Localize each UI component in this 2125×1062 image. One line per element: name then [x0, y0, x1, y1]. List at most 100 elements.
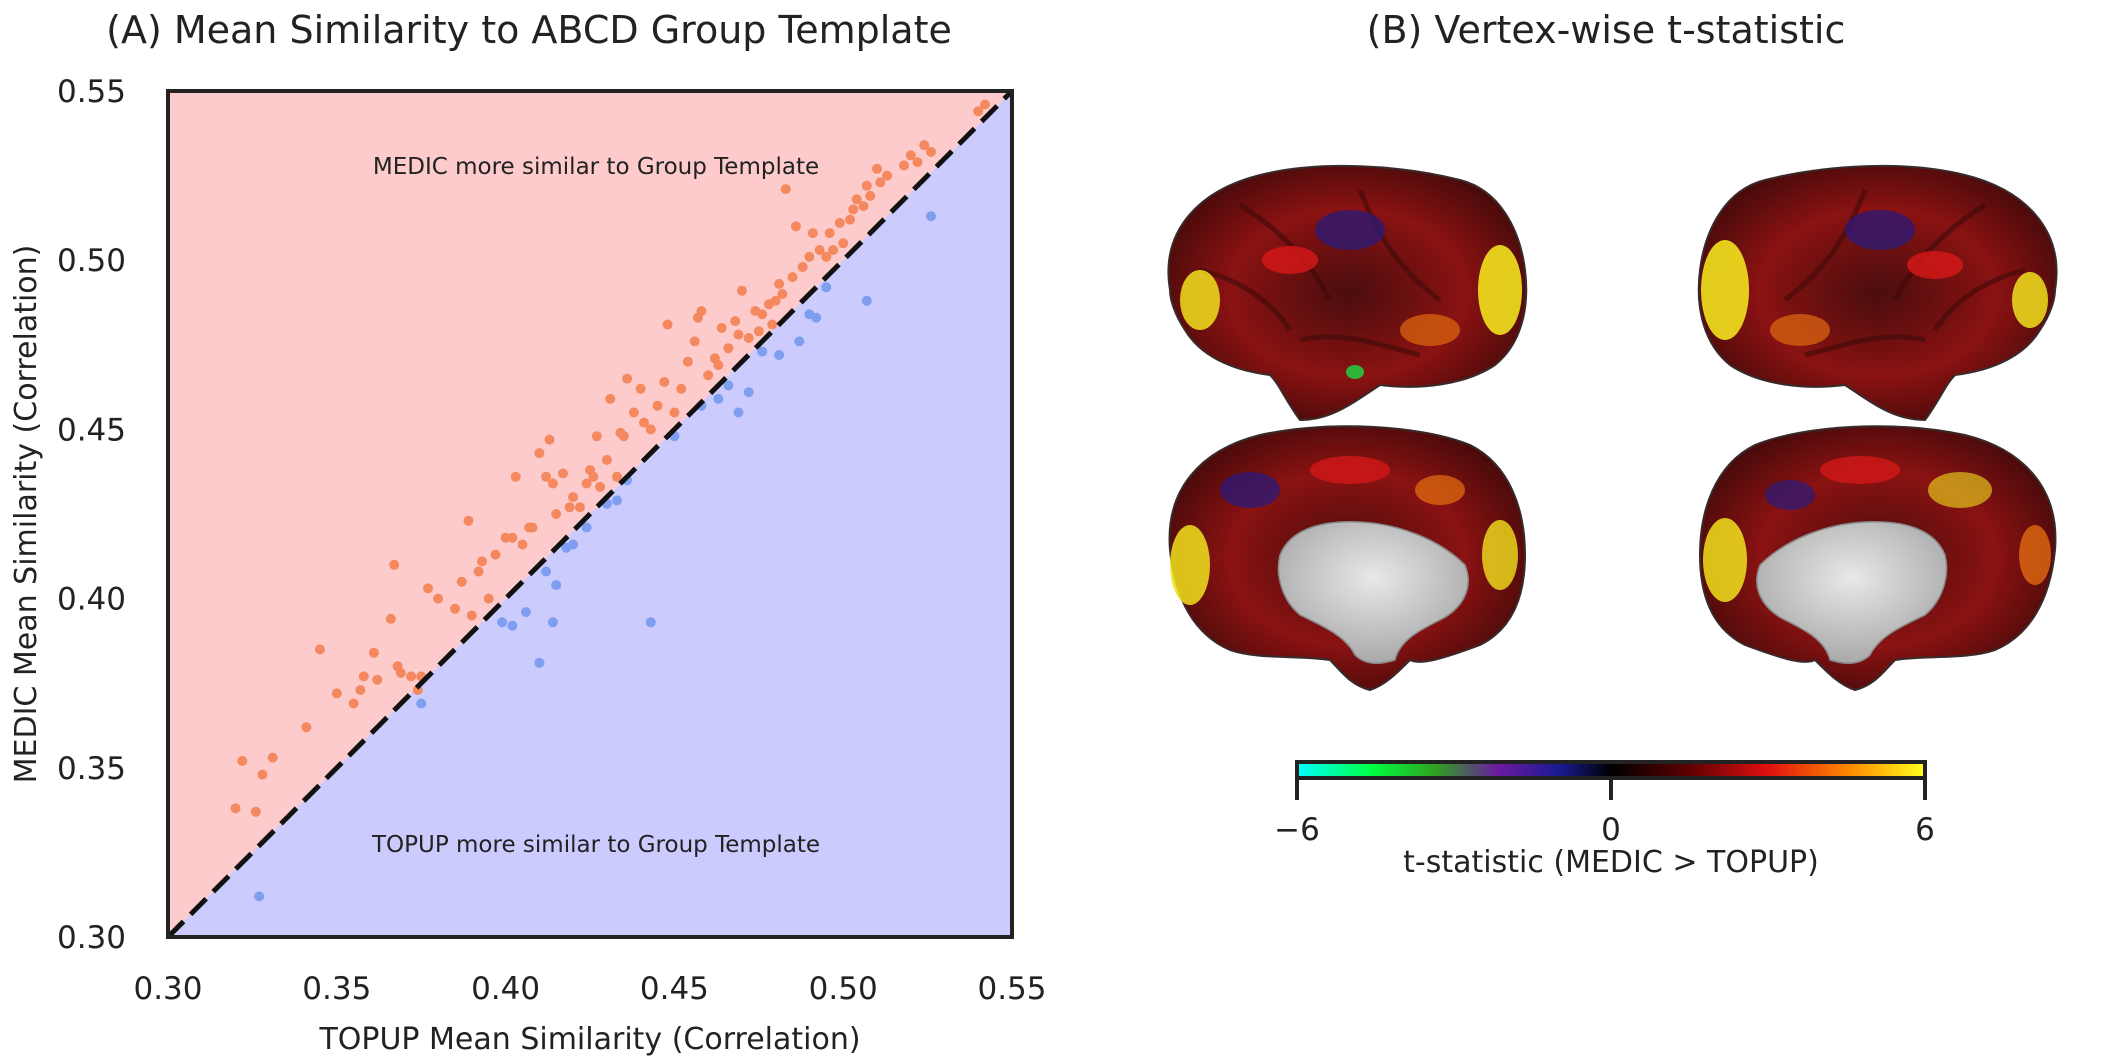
medic-point [757, 309, 768, 320]
topup-point [541, 566, 552, 577]
topup-point [520, 607, 531, 618]
colorbar: −6 0 6 t-statistic (MEDIC > TOPUP) [1274, 760, 1935, 880]
brain-right-medial [1698, 425, 2057, 692]
x-tick-label: 0.55 [977, 971, 1046, 1007]
medic-point [858, 201, 869, 212]
medic-point [601, 454, 612, 465]
medic-point [926, 146, 936, 157]
medic-point [466, 610, 477, 621]
colorbar-tick-label: 6 [1915, 812, 1935, 848]
medic-point [558, 468, 568, 479]
medic-point [743, 333, 754, 343]
medic-point [645, 424, 656, 435]
topup-point [547, 617, 558, 628]
topup-point [534, 657, 545, 668]
medic-point [456, 576, 467, 587]
medic-point [899, 160, 909, 171]
topup-point [723, 380, 734, 391]
topup-point [568, 539, 579, 550]
x-tick-labels: 0.30 0.35 0.40 0.45 0.50 0.55 [133, 971, 1046, 1007]
colorbar-gradient [1295, 760, 1927, 780]
medic-point [595, 481, 606, 492]
topup-point [757, 346, 768, 357]
medic-point [257, 769, 268, 780]
panel-a-title: (A) Mean Similarity to ABCD Group Templa… [106, 8, 952, 52]
medic-point [703, 370, 714, 381]
medic-point [821, 251, 832, 262]
x-tick-label: 0.40 [471, 971, 540, 1007]
medic-point [845, 214, 855, 225]
medic-point [547, 478, 558, 489]
medic-point [612, 471, 622, 482]
panel-a-plot: MEDIC more similar to Group Template TOP… [166, 89, 1014, 939]
medic-point [574, 502, 585, 513]
medic-point [385, 613, 396, 624]
topup-point [581, 522, 592, 533]
medic-point [301, 722, 312, 733]
identity-line [166, 89, 1014, 939]
medic-point [713, 360, 724, 371]
medic-point [767, 319, 778, 330]
y-tick-label: 0.35 [57, 751, 126, 787]
topup-point [416, 698, 427, 709]
medic-point [689, 336, 700, 347]
medic-point [980, 99, 990, 110]
medic-point [814, 245, 825, 255]
medic-point [919, 140, 930, 151]
medic-point [780, 184, 791, 195]
medic-point [639, 417, 649, 428]
panel-b-title: (B) Vertex-wise t-statistic [1367, 8, 1846, 52]
medic-point [872, 163, 882, 174]
topup-point [926, 211, 936, 222]
medic-point [406, 671, 417, 682]
medic-point [237, 756, 248, 766]
y-tick-label: 0.45 [57, 412, 126, 448]
x-tick-label: 0.50 [809, 971, 878, 1007]
medic-point [787, 272, 798, 283]
medic-point [797, 262, 808, 272]
medic-point [490, 549, 501, 560]
medic-point [230, 803, 241, 814]
topup-point [497, 617, 508, 628]
medic-point [483, 593, 494, 604]
medic-point [824, 228, 835, 239]
medic-point [861, 180, 872, 191]
medic-point [733, 329, 744, 340]
topup-point [551, 580, 562, 591]
medic-point [551, 509, 562, 519]
medic-point [696, 306, 707, 316]
medic-points [230, 99, 990, 817]
medic-point [463, 515, 474, 526]
topup-point [713, 393, 724, 404]
medic-point [790, 221, 801, 232]
medic-point [905, 150, 916, 161]
medic-point [450, 603, 460, 614]
medic-point [682, 356, 693, 367]
medic-point [882, 170, 893, 181]
x-axis-label: TOPUP Mean Similarity (Correlation) [318, 1022, 860, 1057]
y-axis-label: MEDIC Mean Similarity (Correlation) [9, 245, 44, 784]
medic-point [659, 377, 670, 387]
medic-point [716, 322, 727, 333]
medic-point [368, 647, 379, 658]
medic-point [834, 218, 845, 228]
topup-point [811, 312, 822, 323]
medic-point [355, 685, 366, 695]
y-tick-labels: 0.30 0.35 0.40 0.45 0.50 0.55 [57, 74, 126, 956]
medic-point [730, 316, 741, 327]
medic-point [662, 319, 673, 330]
topup-point [774, 350, 785, 360]
medic-point [423, 583, 433, 594]
medic-point [473, 566, 484, 577]
topup-point [861, 295, 872, 306]
medic-point [517, 539, 528, 550]
medic-annotation: MEDIC more similar to Group Template [373, 154, 819, 180]
medic-point [534, 448, 545, 459]
medic-point [807, 228, 818, 239]
x-tick-label: 0.35 [302, 971, 371, 1007]
medic-point [544, 434, 555, 445]
brain-left-lateral [1167, 164, 1528, 422]
medic-point [395, 668, 406, 678]
topup-point [821, 282, 832, 293]
brain-left-medial [1168, 425, 1527, 692]
